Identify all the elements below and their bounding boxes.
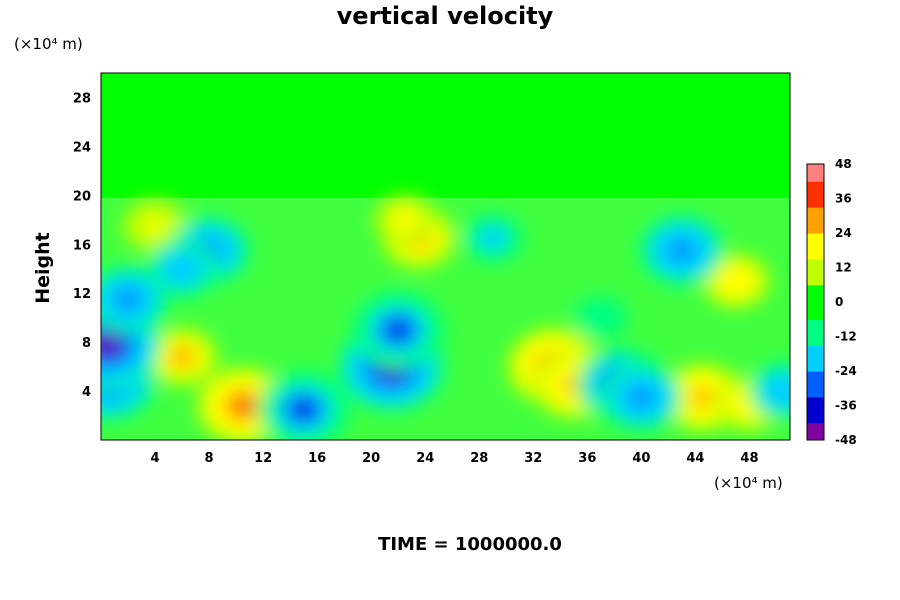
colorbar-band <box>807 388 824 398</box>
contour-feature-4-level-4 <box>233 397 253 414</box>
contour-feature-12-level-4 <box>294 401 313 418</box>
chart-title: vertical velocity <box>337 2 554 30</box>
x-tick-labels: 4 8 12 16 20 24 28 32 36 40 44 48 <box>151 451 759 466</box>
colorbar-band <box>807 302 824 312</box>
x-tick-label: 4 <box>151 451 160 466</box>
y-tick-label: 12 <box>73 287 91 302</box>
colorbar-band <box>807 371 824 381</box>
contour-field <box>101 195 790 440</box>
colorbar-band <box>807 353 824 363</box>
colorbar-band <box>807 224 824 234</box>
colorbar-band <box>807 181 824 191</box>
colorbar-band <box>807 215 824 225</box>
contour-feature-7-level-2 <box>170 347 194 367</box>
colorbar-band <box>807 267 824 277</box>
contour-feature-20-level-2 <box>170 259 194 279</box>
colorbar-band <box>807 405 824 415</box>
y-tick-labels: 4 8 12 16 20 24 28 <box>73 91 91 400</box>
colorbar-band <box>807 258 824 268</box>
colorbar-band <box>807 422 824 432</box>
colorbar-band <box>807 233 824 243</box>
colorbar-band <box>807 327 824 337</box>
x-tick-label: 8 <box>205 451 214 466</box>
contour-feature-11-level-4 <box>388 322 408 338</box>
colorbar-band <box>807 293 824 303</box>
colorbar-tick-label: 0 <box>835 295 843 309</box>
y-tick-label: 28 <box>73 91 91 106</box>
colorbar-bands <box>807 164 824 441</box>
plot-frame <box>100 72 791 441</box>
colorbar-band <box>807 284 824 294</box>
x-tick-label: 12 <box>254 451 272 466</box>
contour-feature-21-level-3 <box>671 241 693 260</box>
x-tick-label: 48 <box>740 451 758 466</box>
colorbar-band <box>807 310 824 320</box>
colorbar-tick-label: 36 <box>835 192 852 206</box>
colorbar-band <box>807 319 824 329</box>
contour-feature-14-level-3 <box>631 388 652 406</box>
contour-feature-18-level-3 <box>117 290 139 308</box>
y-axis-label: Height <box>32 232 54 304</box>
colorbar-band <box>807 431 824 441</box>
y-tick-label: 4 <box>82 385 91 400</box>
x-tick-label: 44 <box>686 451 704 466</box>
contour-feature-24-level-1 <box>587 307 615 329</box>
colorbar-band <box>807 345 824 355</box>
colorbar-tick-label: -36 <box>835 399 857 413</box>
colorbar-band <box>807 207 824 217</box>
y-tick-label: 24 <box>73 140 91 155</box>
x-tick-label: 28 <box>470 451 488 466</box>
colorbar-tick-label: -24 <box>835 364 857 378</box>
contour-feature-22-level-2 <box>771 381 790 401</box>
colorbar-band <box>807 172 824 182</box>
time-caption: TIME = 1000000.0 <box>378 534 562 555</box>
colorbar-band <box>807 276 824 286</box>
colorbar-tick-label: -12 <box>835 330 857 344</box>
x-tick-label: 16 <box>308 451 326 466</box>
colorbar-band <box>807 189 824 199</box>
colorbar-frame <box>806 163 825 441</box>
x-axis-unit: (×10⁴ m) <box>714 474 783 492</box>
contour-feature-9-level-2 <box>724 271 748 291</box>
y-tick-label: 16 <box>73 238 91 253</box>
contour-feature-23-level-1 <box>477 225 508 251</box>
colorbar-tick-label: 24 <box>835 226 852 240</box>
contour-feature-17-level-5 <box>101 337 117 353</box>
colorbar-band <box>807 396 824 406</box>
colorbar-band <box>807 362 824 372</box>
contour-feature-2-level-3 <box>691 388 713 406</box>
plot-area <box>101 73 790 440</box>
x-tick-label: 24 <box>416 451 434 466</box>
x-tick-label: 20 <box>362 451 380 466</box>
colorbar-band <box>807 250 824 260</box>
contour-feature-8-level-2 <box>144 217 166 235</box>
x-tick-label: 40 <box>632 451 650 466</box>
colorbar-tick-label: 48 <box>835 157 852 171</box>
colorbar-tick-label: -48 <box>835 433 857 447</box>
y-axis-unit: (×10⁴ m) <box>14 35 83 53</box>
colorbar-tick-labels: 48 36 24 12 0 -12 -24 -36 -48 <box>835 157 857 447</box>
x-tick-label: 36 <box>578 451 596 466</box>
colorbar-band <box>807 164 824 174</box>
colorbar-band <box>807 336 824 346</box>
colorbar-band <box>807 414 824 424</box>
colorbar-tick-label: 12 <box>835 261 852 275</box>
contour-feature-6-level-1 <box>389 207 421 232</box>
colorbar-band <box>807 198 824 208</box>
colorbar-band <box>807 379 824 389</box>
colorbar-band <box>807 241 824 251</box>
y-tick-label: 20 <box>73 189 91 204</box>
colorbar: 48 36 24 12 0 -12 -24 -36 -48 <box>806 157 857 447</box>
y-tick-label: 8 <box>82 336 91 351</box>
x-tick-label: 32 <box>524 451 542 466</box>
